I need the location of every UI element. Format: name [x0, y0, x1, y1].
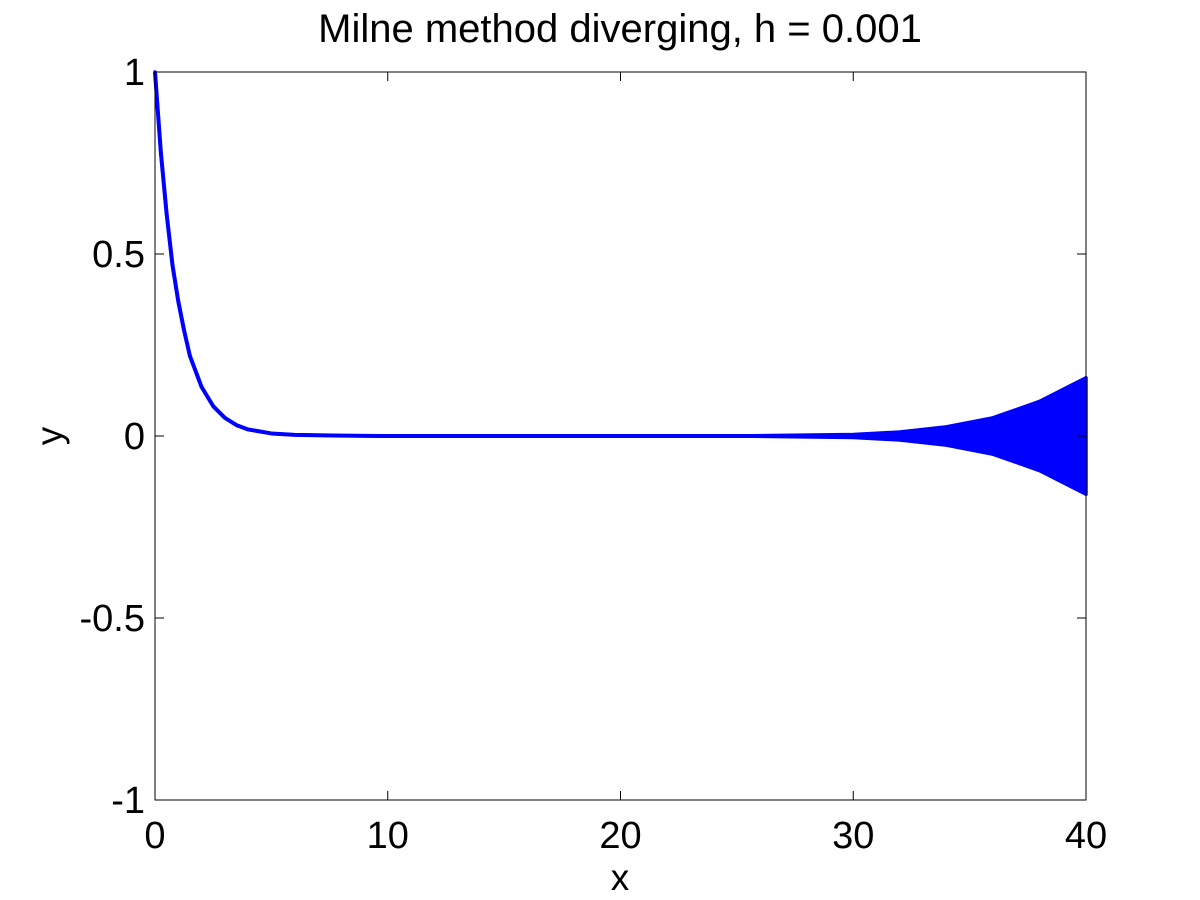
y-tick-label-1: -0.5: [80, 598, 145, 640]
x-tick-label-1: 10: [367, 815, 409, 857]
y-tick-label-3: 0.5: [92, 234, 145, 276]
y-tick-label-2: 0: [124, 416, 145, 458]
x-tick-label-0: 0: [144, 815, 165, 857]
y-tick-label-4: 1: [124, 52, 145, 94]
x-axis-label: x: [611, 857, 630, 898]
y-axis-label: y: [29, 426, 70, 445]
x-tick-label-3: 30: [832, 815, 874, 857]
x-tick-label-2: 20: [599, 815, 641, 857]
x-tick-label-4: 40: [1065, 815, 1107, 857]
plot-area: 0 10 20 30 40 -1 -0.5 0 0.5 1: [80, 52, 1108, 857]
series-0-line: [153, 71, 1086, 438]
y-tick-label-0: -1: [111, 780, 145, 822]
tick-layer: 0 10 20 30 40 -1 -0.5 0 0.5 1: [80, 52, 1108, 857]
chart-title: Milne method diverging, h = 0.001: [318, 7, 922, 51]
